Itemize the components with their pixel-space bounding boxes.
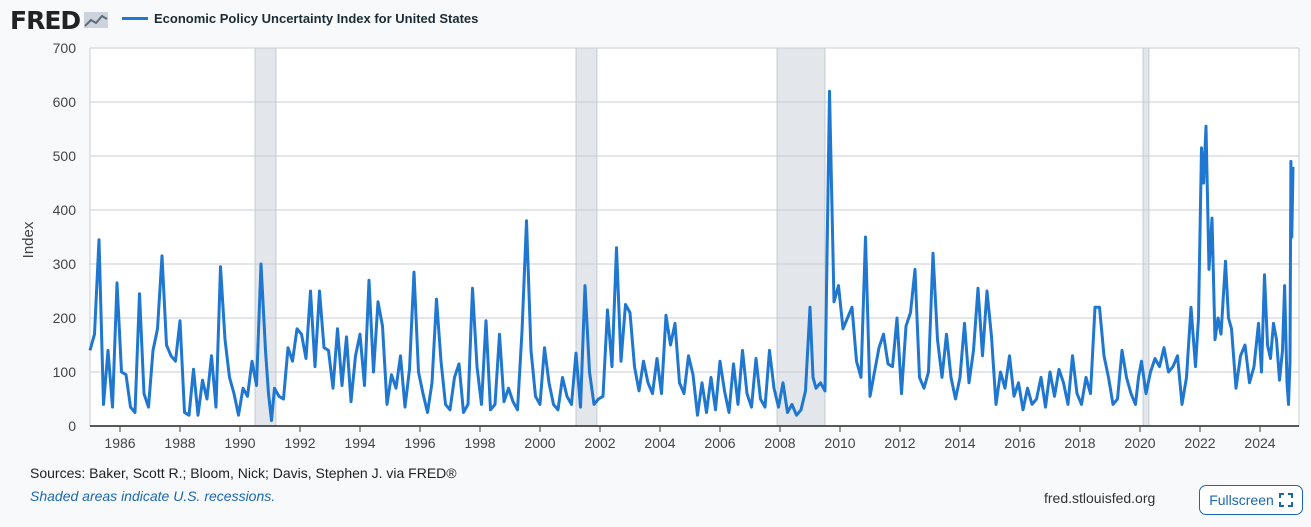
axes: 0 100 200 300 400 500 600 700 1986 1988 1990 1992 19…	[53, 40, 1299, 451]
x-tick-label: 1998	[464, 435, 495, 451]
y-axis-label: Index	[20, 221, 37, 258]
y-tick-label: 100	[53, 364, 77, 380]
y-tick-label: 0	[68, 418, 76, 434]
x-tick-label: 1994	[344, 435, 375, 451]
y-tick-label: 600	[53, 94, 77, 110]
x-tick-label: 2000	[524, 435, 555, 451]
legend: Economic Policy Uncertainty Index for Un…	[122, 11, 478, 26]
recession-band	[575, 47, 598, 427]
series-line	[88, 89, 1295, 423]
y-tick-label: 200	[53, 310, 77, 326]
x-tick-label: 1996	[404, 435, 435, 451]
recession-band	[776, 47, 826, 427]
x-tick-label: 1992	[284, 435, 315, 451]
y-tick-label: 300	[53, 256, 77, 272]
site-url[interactable]: fred.stlouisfed.org	[1044, 490, 1156, 506]
x-tick-label: 2014	[944, 435, 975, 451]
x-tick-label: 2012	[884, 435, 915, 451]
y-tick-label: 700	[53, 40, 77, 56]
series-line-layer	[88, 89, 1295, 423]
y-tick-label: 500	[53, 148, 77, 164]
fullscreen-icon	[1278, 493, 1293, 507]
legend-series-title: Economic Policy Uncertainty Index for Un…	[154, 11, 479, 26]
x-tick-label: 2008	[764, 435, 795, 451]
x-tick-label: 1990	[224, 435, 255, 451]
fullscreen-button[interactable]: Fullscreen	[1199, 485, 1303, 515]
plot-background	[90, 48, 1299, 426]
chart-header: FRED Economic Policy Uncertainty Index f…	[0, 0, 1311, 40]
legend-line-swatch	[122, 17, 148, 20]
x-tick-label: 1986	[104, 435, 135, 451]
y-tick-label: 400	[53, 202, 77, 218]
fred-logo[interactable]: FRED	[10, 5, 109, 35]
x-tick-label: 2020	[1124, 435, 1155, 451]
x-tick-label: 1988	[164, 435, 195, 451]
chart-area: 0 100 200 300 400 500 600 700 1986 1988 1990 1992 19…	[20, 40, 1300, 451]
x-tick-label: 2002	[584, 435, 615, 451]
x-tick-label: 2024	[1244, 435, 1275, 451]
recession-note: Shaded areas indicate U.S. recessions.	[30, 488, 276, 504]
fullscreen-label: Fullscreen	[1209, 492, 1274, 508]
chart-trend-icon	[84, 12, 109, 28]
x-tick-label: 2022	[1184, 435, 1215, 451]
x-tick-label: 2006	[704, 435, 735, 451]
sources-text: Sources: Baker, Scott R.; Bloom, Nick; D…	[30, 465, 457, 481]
recession-shading	[90, 47, 1299, 427]
x-tick-label: 2016	[1004, 435, 1035, 451]
x-tick-label: 2010	[824, 435, 855, 451]
x-tick-label: 2018	[1064, 435, 1095, 451]
logo-text: FRED	[10, 5, 81, 35]
gridlines	[89, 47, 1300, 427]
x-tick-label: 2004	[644, 435, 675, 451]
